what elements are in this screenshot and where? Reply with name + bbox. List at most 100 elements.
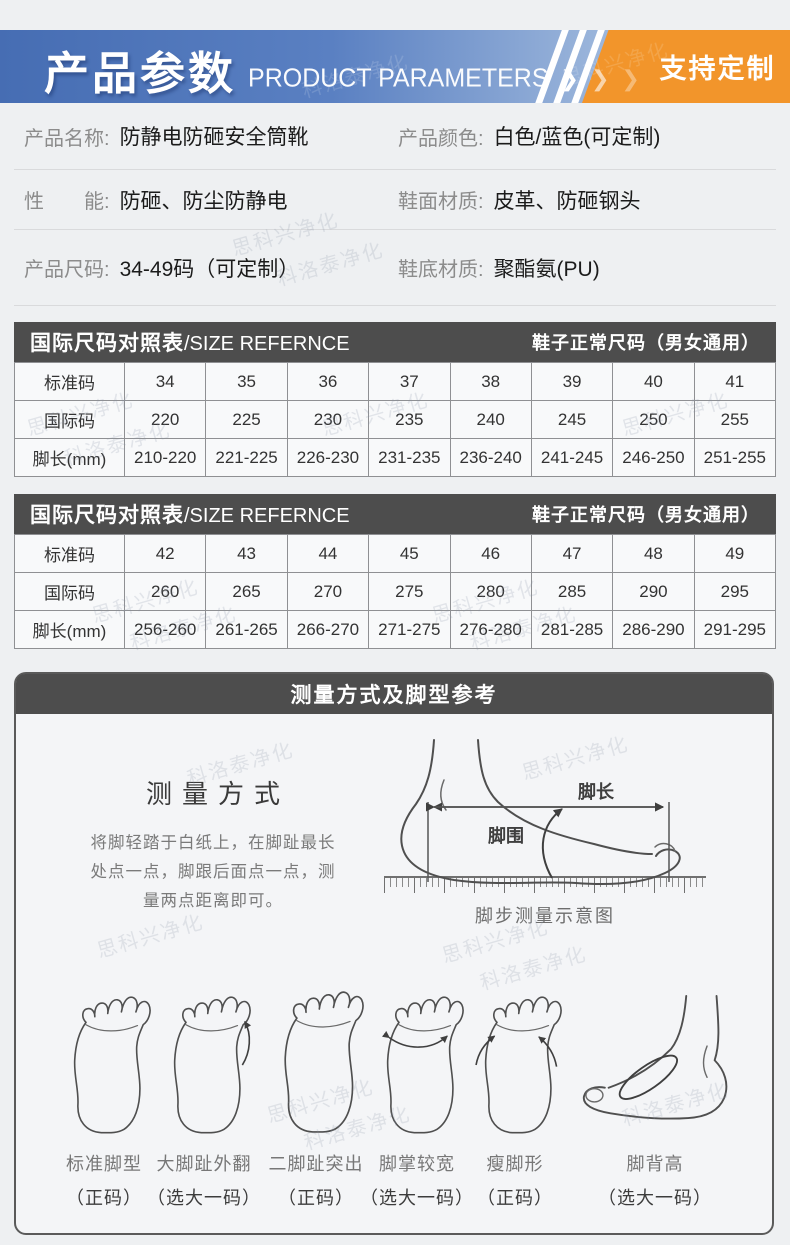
spec-value: 34-49码（可定制） (119, 257, 300, 281)
table-title-en: /SIZE REFERNCE (184, 505, 350, 527)
spec-label: 产品名称: (24, 127, 110, 150)
spec-label: 产品尺码: (24, 259, 110, 281)
foot-type-name: 脚背高 (626, 1154, 684, 1174)
table-cell: 285 (530, 572, 614, 611)
foot-type-name: 大脚趾外翻 (156, 1154, 252, 1174)
measurement-method: 测量方式 将脚轻踏于白纸上，在脚趾最长 处点一点，脚跟后面点一点，测 量两点距离… (38, 774, 388, 916)
method-text: 量两点距离即可。 (143, 891, 283, 910)
table-cell: 241-245 (530, 438, 614, 477)
table-row: 标准码 42 43 44 45 46 47 48 49 (14, 534, 777, 573)
foot-type-advice: （正码） (66, 1188, 142, 1208)
table-cell: 246-250 (612, 438, 695, 477)
foot-type-advice: （正码） (278, 1188, 354, 1208)
spec-row: 产品尺码: 34-49码（可定制） 鞋底材质: 聚酯氨(PU) (14, 230, 776, 306)
table-row: 国际码 260 265 270 275 280 285 290 295 (14, 572, 777, 611)
foot-type-bigtoe-valgus: 大脚趾外翻 （选大一码） (129, 974, 279, 1210)
table-cell: 245 (530, 400, 614, 439)
table-subtitle: 鞋子正常尺码（男女通用） (532, 333, 760, 353)
table-cell: 39 (530, 362, 614, 401)
table-title-en: /SIZE REFERNCE (184, 333, 350, 355)
foot-outline-drawing (474, 986, 563, 1136)
table-title: 国际尺码对照表 (30, 332, 184, 355)
table-cell: 235 (368, 400, 451, 439)
foot-type-high-instep: 脚背高 （选大一码） (555, 974, 755, 1210)
table-cell: 295 (693, 572, 777, 611)
foot-type-narrow: 瘦脚形 （正码） (440, 974, 590, 1210)
foot-type-advice: （选大一码） (147, 1188, 261, 1208)
foot-outline-drawing (381, 986, 465, 1136)
chevron-right-icon: ❯ (621, 66, 640, 91)
foot-type-name: 二脚趾突出 (268, 1154, 364, 1174)
table-cell: 250 (612, 400, 695, 439)
method-text: 处点一点，脚跟后面点一点，测 (90, 862, 336, 881)
row-label: 标准码 (14, 534, 125, 573)
spec-row: 性 能: 防砸、防尘防静电 鞋面材质: 皮革、防砸钢头 (14, 170, 776, 230)
measurement-box-title: 测量方式及脚型参考 (16, 674, 772, 714)
page-subtitle: PRODUCT PARAMETERS (248, 63, 549, 93)
spec-row: 产品名称: 防静电防砸安全筒靴 产品颜色: 白色/蓝色(可定制) (14, 103, 776, 170)
table-cell: 221-225 (205, 438, 288, 477)
spec-value: 防砸、防尘防静电 (119, 189, 288, 213)
table-cell: 276-280 (449, 610, 532, 649)
page-title: 产品参数 (44, 48, 237, 100)
foot-length-label: 脚长 (578, 782, 615, 802)
spec-label: 鞋面材质: (398, 191, 484, 213)
table-cell: 44 (286, 534, 370, 573)
foot-side-outline-drawing (565, 994, 745, 1136)
table-cell: 43 (205, 534, 288, 573)
foot-girth-label: 脚围 (488, 826, 524, 846)
table-cell: 42 (123, 534, 207, 573)
table-row: 国际码 220 225 230 235 240 245 250 255 (14, 400, 777, 439)
table-cell: 256-260 (123, 610, 207, 649)
table-cell: 261-265 (205, 610, 288, 649)
table-title: 国际尺码对照表 (30, 504, 184, 527)
foot-type-name: 脚掌较宽 (379, 1154, 455, 1174)
table-cell: 255 (693, 400, 777, 439)
table-cell: 46 (449, 534, 532, 573)
table-cell: 236-240 (449, 438, 532, 477)
spec-label: 鞋底材质: (398, 259, 484, 281)
table-cell: 265 (205, 572, 288, 611)
row-label: 标准码 (14, 362, 125, 401)
table-cell: 275 (368, 572, 451, 611)
foot-type-second-toe: 二脚趾突出 （正码） (241, 974, 391, 1210)
table-cell: 40 (612, 362, 695, 401)
foot-type-wide: 脚掌较宽 （选大一码） (342, 974, 492, 1210)
table-cell: 281-285 (530, 610, 614, 649)
size-table-header: 国际尺码对照表/SIZE REFERNCE 鞋子正常尺码（男女通用） (14, 322, 776, 362)
measurement-box: 测量方式及脚型参考 测量方式 将脚轻踏于白纸上，在脚趾最长 处点一点，脚跟后面点… (14, 672, 774, 1235)
product-specs: 产品名称: 防静电防砸安全筒靴 产品颜色: 白色/蓝色(可定制) 性 能: 防砸… (14, 103, 776, 306)
table-cell: 251-255 (693, 438, 777, 477)
table-cell: 286-290 (612, 610, 695, 649)
table-cell: 37 (368, 362, 451, 401)
foot-measure-diagram: 脚长 脚围 脚步测量示意图 (384, 730, 746, 940)
method-title: 测量方式 (145, 779, 290, 809)
foot-side-profile-drawing: 脚长 脚围 (400, 739, 681, 885)
table-subtitle: 鞋子正常尺码（男女通用） (532, 505, 760, 525)
table-cell: 38 (449, 362, 532, 401)
table-cell: 35 (205, 362, 288, 401)
table-cell: 230 (286, 400, 370, 439)
foot-type-name: 标准脚型 (66, 1154, 142, 1174)
diagram-caption: 脚步测量示意图 (475, 906, 615, 926)
table-cell: 45 (368, 534, 451, 573)
table-cell: 270 (286, 572, 370, 611)
table-cell: 291-295 (693, 610, 777, 649)
table-row: 脚长(mm) 210-220 221-225 226-230 231-235 2… (14, 438, 777, 477)
spec-value: 防静电防砸安全筒靴 (119, 126, 309, 149)
table-cell: 290 (612, 572, 695, 611)
spec-value: 皮革、防砸钢头 (493, 189, 641, 213)
table-cell: 47 (530, 534, 614, 573)
table-cell: 260 (123, 572, 207, 611)
table-cell: 34 (123, 362, 207, 401)
table-row: 标准码 34 35 36 37 38 39 40 41 (14, 362, 777, 401)
foot-type-advice: （选大一码） (598, 1188, 712, 1208)
spec-value: 白色/蓝色(可定制) (493, 126, 661, 149)
method-text: 将脚轻踏于白纸上，在脚趾最长 (90, 834, 336, 852)
row-label: 脚长(mm) (14, 610, 125, 649)
size-table-1: 国际尺码对照表/SIZE REFERNCE 鞋子正常尺码（男女通用） 标准码 3… (14, 322, 777, 477)
table-cell: 271-275 (368, 610, 451, 649)
size-table-2: 国际尺码对照表/SIZE REFERNCE 鞋子正常尺码（男女通用） 标准码 4… (14, 494, 777, 649)
spec-value: 聚酯氨(PU) (493, 257, 600, 281)
row-label: 脚长(mm) (14, 438, 125, 477)
